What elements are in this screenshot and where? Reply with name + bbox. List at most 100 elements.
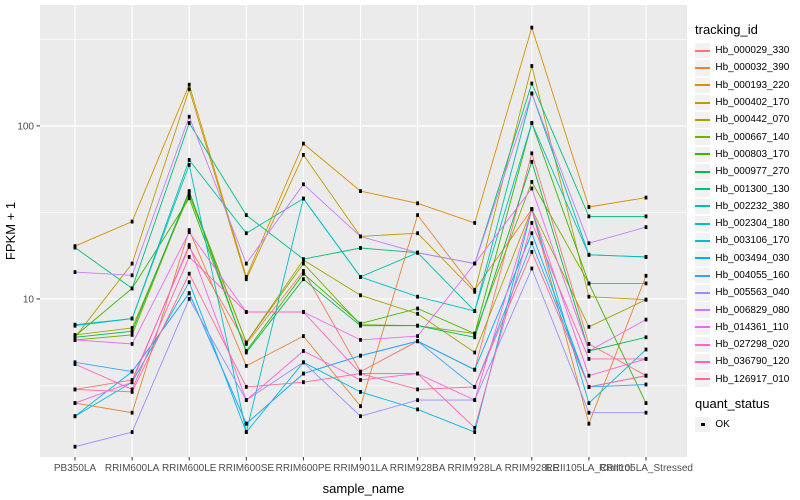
legend-item: Hb_126917_010 (695, 371, 798, 388)
data-point (359, 378, 362, 382)
square-point-icon (701, 422, 705, 427)
data-point (244, 364, 248, 368)
data-point (359, 353, 362, 358)
data-point (644, 401, 648, 405)
data-point (416, 306, 419, 311)
legend-item-label: Hb_001300_130 (715, 183, 790, 195)
legend-item-label: Hb_000029_330 (715, 45, 790, 57)
legend-item-label: Hb_014361_110 (715, 321, 789, 333)
data-point (359, 293, 362, 298)
legend-item-label: Hb_000032_390 (715, 62, 790, 74)
legend: tracking_id Hb_000029_330 Hb_000032_390 Hb… (695, 22, 798, 433)
data-point (530, 25, 534, 30)
legend-item-label: OK (715, 419, 730, 431)
legend-key (695, 94, 711, 111)
legend-key-line (695, 170, 711, 173)
legend-key (695, 215, 711, 232)
data-point (302, 371, 305, 376)
legend-item-label: Hb_000402_170 (715, 97, 790, 109)
data-point (244, 430, 248, 434)
data-point (416, 407, 419, 412)
legend-item: Hb_002304_180 (695, 215, 798, 232)
data-point (359, 246, 362, 250)
x-tick-label: RRIM600LA (105, 463, 160, 474)
legend-item: Hb_001300_130 (695, 180, 798, 197)
data-point (73, 401, 77, 405)
data-point (302, 380, 305, 385)
data-point (130, 261, 134, 266)
data-point (244, 340, 248, 345)
data-point (473, 331, 477, 336)
data-point (302, 141, 305, 146)
data-point (473, 398, 477, 402)
data-point (644, 281, 648, 286)
data-point (473, 287, 477, 292)
legend-item-label: Hb_000442_070 (715, 114, 790, 126)
legend-key-line (695, 66, 711, 69)
data-point (187, 196, 191, 201)
data-point (244, 277, 248, 282)
data-point (644, 317, 648, 322)
data-point (187, 228, 191, 232)
legend-item: Hb_006829_080 (695, 301, 798, 318)
data-point (130, 387, 134, 392)
data-point (187, 114, 191, 119)
legend-item: Hb_027298_020 (695, 336, 798, 353)
legend-key (695, 416, 711, 433)
legend-item: Hb_000402_170 (695, 94, 798, 111)
data-point (187, 189, 191, 193)
x-tick-label: PB350LA (54, 463, 97, 474)
legend-item-label: Hb_000803_170 (715, 148, 790, 160)
y-tick-label: 100 (17, 121, 34, 132)
legend-key (695, 42, 711, 59)
data-point (359, 390, 362, 394)
legend-item-label: Hb_126917_010 (715, 373, 790, 385)
legend-key-line (695, 153, 711, 156)
data-point (244, 310, 248, 314)
data-point (644, 373, 648, 378)
data-point (473, 335, 477, 340)
legend-key (695, 337, 711, 353)
x-tick-label: RRIM600LE (162, 463, 217, 474)
data-point (359, 275, 362, 279)
data-point (587, 342, 591, 346)
data-point (302, 349, 305, 353)
legend-item-label: Hb_003494_030 (715, 252, 790, 264)
legend-item: Hb_000803_170 (695, 146, 798, 163)
legend-item-label: Hb_000977_270 (715, 166, 790, 178)
legend-key-line (695, 378, 711, 381)
legend-key-line (695, 274, 711, 277)
data-point (187, 82, 191, 87)
data-point (359, 323, 362, 328)
data-point (187, 87, 191, 92)
data-point (73, 335, 77, 340)
data-point (473, 261, 477, 266)
data-point (187, 255, 191, 259)
legend-item-label: Hb_006829_080 (715, 304, 790, 316)
data-point (587, 373, 591, 378)
legend-key (695, 77, 711, 93)
data-point (644, 347, 648, 352)
legend-key (695, 267, 711, 284)
data-point (587, 410, 591, 415)
legend-key-line (695, 188, 711, 191)
legend-item-label: Hb_000193_220 (715, 79, 790, 91)
data-point (359, 369, 362, 374)
data-point (302, 269, 305, 273)
data-point (644, 225, 648, 229)
legend-item: Hb_000029_330 (695, 42, 798, 59)
data-point (73, 245, 77, 250)
data-point (530, 151, 534, 156)
data-point (302, 271, 305, 276)
x-tick-label: RRIM600SE (219, 463, 275, 474)
legend-tracking-items: Hb_000029_330 Hb_000032_390 Hb_000193_220 H… (695, 42, 798, 388)
data-point (130, 219, 134, 224)
data-point (359, 189, 362, 193)
legend-item: Hb_000667_140 (695, 128, 798, 145)
data-point (416, 213, 419, 217)
data-point (187, 192, 191, 197)
data-point (587, 349, 591, 353)
data-point (473, 385, 477, 389)
